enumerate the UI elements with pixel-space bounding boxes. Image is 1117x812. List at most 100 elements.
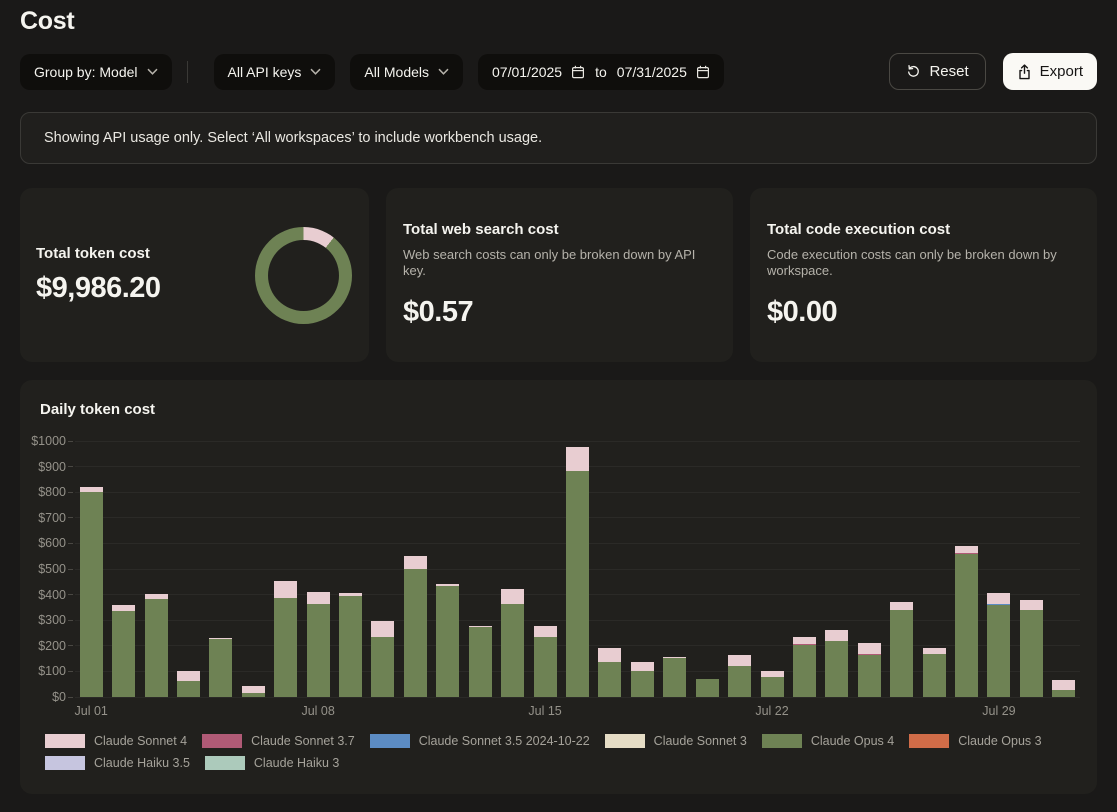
summary-cards: Total token cost $9,986.20 Total web sea…: [20, 188, 1097, 362]
bar[interactable]: [728, 655, 751, 697]
legend-swatch: [762, 734, 802, 748]
bar[interactable]: [858, 643, 881, 697]
card-title: Total token cost: [36, 245, 161, 262]
filter-divider: [187, 61, 188, 83]
bar-segment: [598, 662, 621, 697]
legend-label: Claude Sonnet 3.7: [251, 734, 355, 748]
legend-label: Claude Haiku 3.5: [94, 756, 190, 770]
bar[interactable]: [955, 546, 978, 697]
bar[interactable]: [339, 593, 362, 697]
bar[interactable]: [793, 637, 816, 697]
legend-item: Claude Sonnet 3: [605, 734, 747, 748]
y-axis-label: $400: [30, 588, 66, 602]
export-icon: [1017, 64, 1032, 80]
bar[interactable]: [371, 621, 394, 697]
bar[interactable]: [890, 602, 913, 697]
calendar-icon[interactable]: [571, 65, 585, 79]
legend-swatch: [45, 734, 85, 748]
bar-segment: [371, 621, 394, 637]
legend-swatch: [45, 756, 85, 770]
bar[interactable]: [501, 589, 524, 697]
bar[interactable]: [761, 671, 784, 697]
bar[interactable]: [1020, 600, 1043, 697]
y-axis-label: $800: [30, 485, 66, 499]
date-range-to-label: to: [595, 64, 607, 80]
date-to-value: 07/31/2025: [617, 64, 687, 80]
bar[interactable]: [663, 657, 686, 697]
bar[interactable]: [307, 592, 330, 697]
total-token-cost-card: Total token cost $9,986.20: [20, 188, 369, 362]
bar[interactable]: [177, 671, 200, 697]
x-axis-label: Jul 29: [982, 704, 1015, 718]
bar-segment: [209, 639, 232, 697]
bar[interactable]: [923, 648, 946, 697]
card-description: Code execution costs can only be broken …: [767, 247, 1067, 279]
bar-segment: [242, 693, 265, 697]
toolbar-actions: Reset Export: [889, 53, 1097, 90]
bar[interactable]: [242, 686, 265, 697]
group-by-select[interactable]: Group by: Model: [20, 54, 172, 90]
bar-segment: [696, 679, 719, 697]
y-axis-tick: [68, 594, 73, 595]
bar[interactable]: [534, 626, 557, 697]
y-axis-tick: [68, 466, 73, 467]
legend-item: Claude Haiku 3.5: [45, 756, 190, 770]
page-title: Cost: [20, 0, 1097, 36]
bar[interactable]: [404, 556, 427, 697]
date-to-input[interactable]: 07/31/2025: [617, 64, 710, 80]
date-from-value: 07/01/2025: [492, 64, 562, 80]
daily-token-cost-card: Daily token cost $0$100$200$300$400$500$…: [20, 380, 1097, 794]
reset-button[interactable]: Reset: [889, 53, 985, 90]
bar-segment: [436, 586, 459, 697]
bar[interactable]: [566, 447, 589, 697]
bar-segment: [858, 643, 881, 654]
web-search-cost-value: $0.57: [403, 296, 716, 329]
info-banner: Showing API usage only. Select ‘All work…: [20, 112, 1097, 164]
card-description: Web search costs can only be broken down…: [403, 247, 716, 279]
api-keys-select[interactable]: All API keys: [214, 54, 336, 90]
filter-toolbar: Group by: Model All API keys All Models …: [20, 53, 1097, 90]
legend-item: Claude Opus 4: [762, 734, 894, 748]
calendar-icon[interactable]: [696, 65, 710, 79]
bar-segment: [566, 471, 589, 697]
y-axis-tick: [68, 543, 73, 544]
bar-segment: [987, 605, 1010, 697]
bar-segment: [274, 581, 297, 597]
gridline: [75, 441, 1080, 442]
bar[interactable]: [598, 648, 621, 697]
export-button[interactable]: Export: [1003, 53, 1097, 90]
bar-segment: [339, 596, 362, 697]
legend-label: Claude Haiku 3: [254, 756, 339, 770]
bar-segment: [955, 554, 978, 697]
bar-segment: [923, 654, 946, 697]
date-from-input[interactable]: 07/01/2025: [492, 64, 585, 80]
bar[interactable]: [145, 594, 168, 697]
bar[interactable]: [80, 487, 103, 697]
bar[interactable]: [696, 679, 719, 697]
bar[interactable]: [112, 605, 135, 697]
legend-swatch: [205, 756, 245, 770]
bar-segment: [112, 611, 135, 697]
x-axis-label: Jul 22: [755, 704, 788, 718]
bar[interactable]: [1052, 680, 1075, 697]
y-axis-label: $200: [30, 639, 66, 653]
bar[interactable]: [436, 584, 459, 697]
y-axis-label: $0: [30, 690, 66, 704]
bar-segment: [534, 626, 557, 637]
y-axis-tick: [68, 697, 73, 698]
x-axis-label: Jul 08: [301, 704, 334, 718]
bar[interactable]: [825, 630, 848, 697]
bar-segment: [825, 641, 848, 697]
y-axis-label: $300: [30, 613, 66, 627]
bar[interactable]: [209, 638, 232, 697]
bar[interactable]: [631, 662, 654, 697]
bar[interactable]: [274, 581, 297, 697]
bar-segment: [145, 599, 168, 697]
group-by-label: Group by: Model: [34, 64, 138, 80]
bar[interactable]: [987, 593, 1010, 697]
legend-label: Claude Opus 4: [811, 734, 894, 748]
token-cost-donut-chart: [255, 227, 352, 324]
models-select[interactable]: All Models: [350, 54, 463, 90]
x-axis-label: Jul 15: [528, 704, 561, 718]
bar[interactable]: [469, 626, 492, 697]
